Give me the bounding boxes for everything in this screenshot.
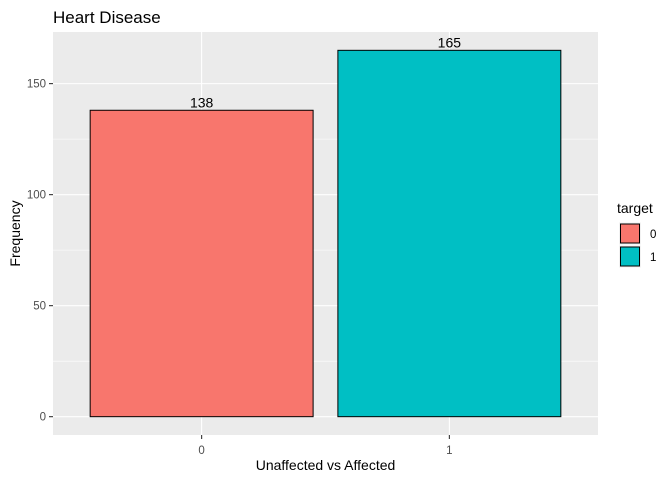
data-label-1: 165 <box>438 34 462 50</box>
legend: target 01 <box>617 200 656 268</box>
y-tick-label: 0 <box>40 412 46 424</box>
legend-label-0: 0 <box>650 229 656 241</box>
x-tick-label: 0 <box>198 445 204 457</box>
bar-0 <box>89 109 314 418</box>
data-label-0: 138 <box>190 94 214 110</box>
legend-swatch-0 <box>620 223 640 244</box>
bars-group <box>89 49 562 418</box>
y-axis-title: Frequency <box>7 200 23 266</box>
x-axis-title: Unaffected vs Affected <box>256 457 396 473</box>
y-axis: 0 50 100 150 <box>27 79 53 424</box>
legend-swatch-1 <box>620 246 640 267</box>
y-tick-label: 50 <box>33 301 46 313</box>
y-tick-label: 100 <box>27 190 46 202</box>
legend-label-1: 1 <box>650 252 656 264</box>
legend-title: target <box>617 200 653 216</box>
legend-entries: 01 <box>619 222 656 268</box>
x-tick-label: 1 <box>446 445 452 457</box>
y-tick-label: 150 <box>27 79 46 91</box>
bar-1 <box>337 49 562 418</box>
chart-title: Heart Disease <box>53 8 161 27</box>
data-labels-group: 138 165 <box>190 34 461 110</box>
